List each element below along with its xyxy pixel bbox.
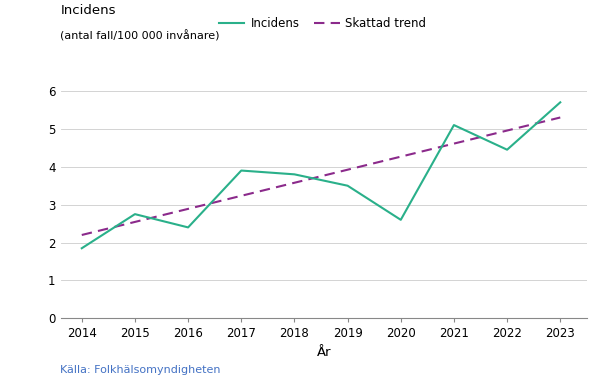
Text: Källa: Folkhälsomyndigheten: Källa: Folkhälsomyndigheten bbox=[60, 365, 221, 375]
Text: Incidens: Incidens bbox=[60, 4, 116, 17]
Legend: Incidens, Skattad trend: Incidens, Skattad trend bbox=[214, 13, 431, 35]
X-axis label: År: År bbox=[316, 346, 331, 359]
Text: (antal fall/100 000 invånare): (antal fall/100 000 invånare) bbox=[60, 30, 220, 42]
